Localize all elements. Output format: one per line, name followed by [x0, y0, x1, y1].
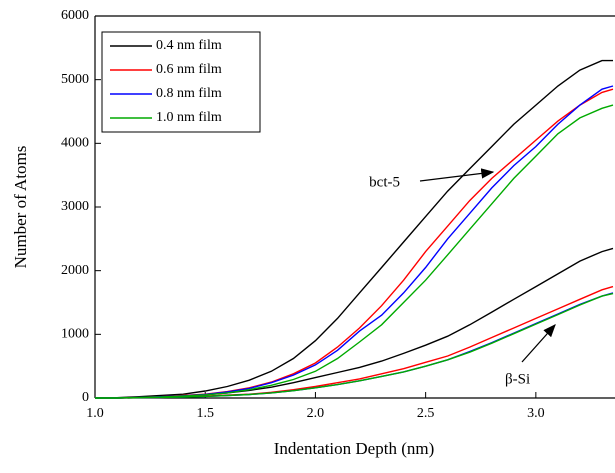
legend [101, 31, 261, 133]
y-tick-label: 4000 [61, 136, 89, 151]
y-axis-label: Number of Atoms [11, 146, 30, 269]
annotation-arrow [521, 324, 556, 363]
annotation: bct-5 [369, 174, 400, 190]
x-tick-label: 2.5 [417, 406, 435, 421]
x-axis-label: Indentation Depth (nm) [274, 439, 435, 458]
y-tick-label: 2000 [61, 263, 89, 278]
legend-label: 0.4 nm film [156, 38, 222, 53]
legend-label: 1.0 nm film [156, 110, 222, 125]
legend-label: 0.8 nm film [156, 86, 222, 101]
y-tick-label: 3000 [61, 199, 89, 214]
line [95, 88, 614, 399]
y-tick-label: 1000 [61, 327, 89, 342]
line [95, 292, 614, 399]
line [95, 104, 614, 399]
y-tick-label: 5000 [61, 72, 89, 87]
y-tick-label: 0 [82, 390, 89, 405]
x-tick-label: 2.0 [307, 406, 325, 421]
x-tick-label: 3.0 [527, 406, 545, 421]
line [95, 85, 614, 399]
x-tick-label: 1.5 [196, 406, 214, 421]
annotation: β-Si [505, 371, 530, 387]
y-tick-label: 6000 [61, 8, 89, 23]
legend-label: 0.6 nm film [156, 62, 222, 77]
annotation-arrow [419, 168, 495, 182]
x-tick-label: 1.0 [86, 406, 104, 421]
line [94, 59, 613, 399]
